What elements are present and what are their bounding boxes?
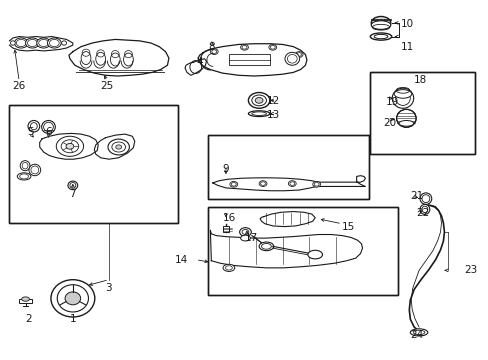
Ellipse shape	[312, 181, 320, 187]
Ellipse shape	[268, 44, 276, 50]
Ellipse shape	[391, 88, 413, 108]
Ellipse shape	[29, 164, 41, 176]
Text: 20: 20	[383, 118, 396, 128]
Ellipse shape	[47, 38, 61, 48]
Ellipse shape	[20, 161, 30, 171]
Text: 22: 22	[415, 208, 428, 218]
Ellipse shape	[370, 17, 390, 30]
Text: 10: 10	[400, 19, 413, 29]
Polygon shape	[198, 44, 306, 76]
Ellipse shape	[17, 173, 31, 180]
Ellipse shape	[61, 41, 66, 45]
Ellipse shape	[41, 121, 55, 134]
Bar	[369, 72, 474, 154]
Text: 19: 19	[385, 97, 398, 107]
Text: 3: 3	[105, 283, 112, 293]
Ellipse shape	[370, 21, 390, 30]
Polygon shape	[94, 134, 135, 159]
Ellipse shape	[398, 121, 413, 126]
Polygon shape	[9, 37, 73, 51]
Text: 18: 18	[413, 75, 427, 85]
Text: 16: 16	[222, 213, 235, 222]
Polygon shape	[210, 230, 362, 268]
Ellipse shape	[108, 139, 129, 155]
Ellipse shape	[37, 38, 50, 48]
Ellipse shape	[116, 145, 122, 149]
Text: 23: 23	[463, 265, 476, 275]
Ellipse shape	[248, 111, 269, 117]
Ellipse shape	[210, 49, 218, 54]
Text: 26: 26	[13, 81, 26, 91]
Bar	[228, 54, 270, 65]
Ellipse shape	[419, 193, 431, 204]
Bar	[207, 207, 397, 296]
Ellipse shape	[56, 136, 83, 156]
Ellipse shape	[68, 181, 78, 190]
Text: 7: 7	[69, 189, 76, 199]
Ellipse shape	[295, 51, 303, 57]
Text: 12: 12	[266, 96, 280, 106]
Text: 21: 21	[409, 191, 423, 201]
Bar	[222, 226, 229, 232]
Bar	[19, 299, 32, 303]
Ellipse shape	[248, 93, 269, 108]
Ellipse shape	[255, 98, 263, 103]
Text: 24: 24	[409, 330, 423, 340]
Polygon shape	[40, 134, 98, 159]
Ellipse shape	[239, 228, 251, 236]
Text: 6: 6	[45, 127, 52, 136]
Text: 11: 11	[400, 42, 413, 52]
Ellipse shape	[409, 329, 427, 336]
Ellipse shape	[51, 280, 95, 317]
Text: 17: 17	[244, 233, 257, 243]
Polygon shape	[260, 212, 315, 226]
Ellipse shape	[285, 52, 299, 65]
Text: 2: 2	[25, 314, 32, 324]
Ellipse shape	[369, 33, 391, 40]
Ellipse shape	[229, 181, 237, 187]
Ellipse shape	[21, 297, 29, 301]
Ellipse shape	[259, 242, 273, 251]
Text: 1: 1	[69, 314, 76, 324]
Text: 14: 14	[175, 255, 188, 265]
Ellipse shape	[240, 44, 248, 50]
Ellipse shape	[240, 235, 250, 241]
Text: 13: 13	[266, 111, 280, 121]
Text: 8: 8	[207, 42, 214, 52]
Ellipse shape	[393, 90, 411, 98]
Ellipse shape	[65, 292, 81, 305]
Polygon shape	[212, 176, 365, 191]
Ellipse shape	[10, 41, 15, 45]
Text: 25: 25	[100, 81, 113, 91]
Text: 9: 9	[222, 164, 229, 174]
Bar	[369, 72, 474, 154]
Polygon shape	[69, 40, 168, 76]
Ellipse shape	[66, 143, 74, 149]
Bar	[207, 135, 368, 199]
Ellipse shape	[14, 38, 28, 48]
Bar	[9, 105, 177, 223]
Ellipse shape	[259, 181, 266, 186]
Text: 15: 15	[341, 222, 355, 231]
Ellipse shape	[288, 181, 296, 186]
Ellipse shape	[419, 204, 429, 215]
Ellipse shape	[25, 38, 39, 48]
Ellipse shape	[223, 264, 234, 271]
Polygon shape	[184, 59, 206, 75]
Ellipse shape	[28, 121, 40, 132]
Text: 4: 4	[196, 57, 203, 67]
Ellipse shape	[396, 109, 415, 127]
Text: 5: 5	[27, 127, 34, 136]
Bar	[207, 135, 368, 199]
Bar	[9, 105, 177, 223]
Ellipse shape	[307, 250, 322, 259]
Bar	[207, 207, 397, 296]
